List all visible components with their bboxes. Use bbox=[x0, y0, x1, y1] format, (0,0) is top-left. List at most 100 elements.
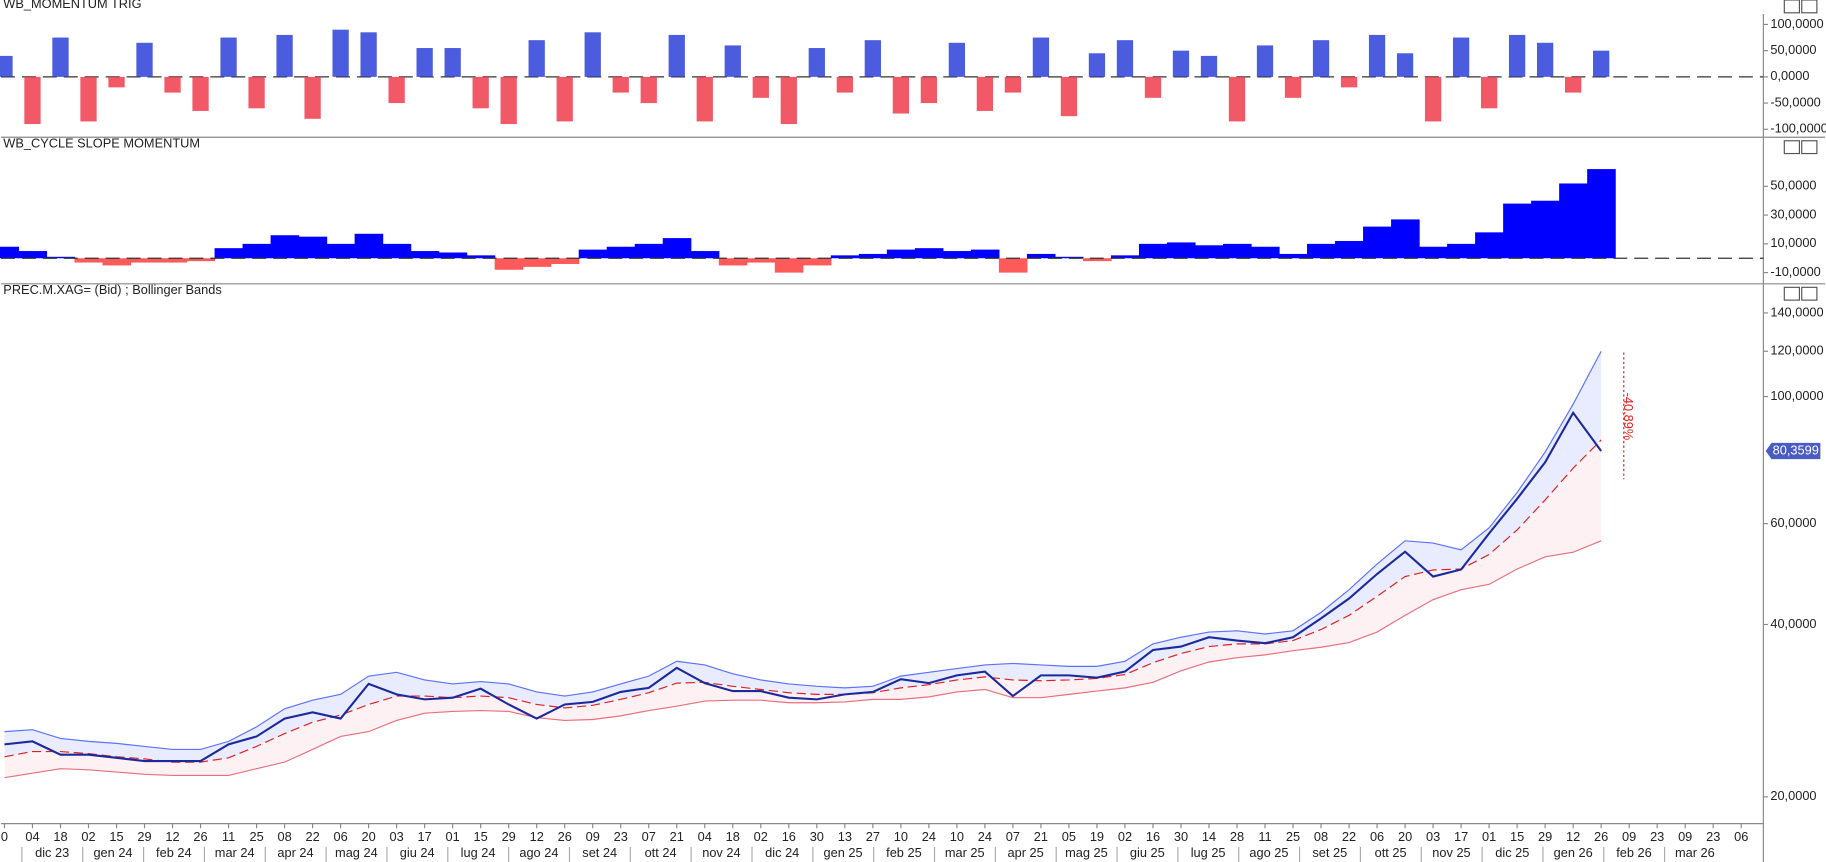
momentum-bar bbox=[136, 42, 153, 77]
x-tick-label: 23 bbox=[614, 829, 628, 844]
maximize-button[interactable] bbox=[1783, 140, 1801, 155]
slope-area bbox=[746, 258, 776, 263]
slope-area bbox=[1251, 246, 1280, 259]
x-tick-label: 07 bbox=[642, 829, 656, 844]
momentum-bar bbox=[1508, 34, 1526, 77]
slope-area bbox=[1531, 200, 1560, 259]
x-tick-label: 13 bbox=[838, 829, 852, 844]
x-tick-label: 02 bbox=[81, 829, 95, 844]
series-line bbox=[4, 439, 1602, 763]
momentum-bar bbox=[584, 32, 601, 77]
x-tick-label: 05 bbox=[1062, 829, 1076, 844]
x-tick-label: 28 bbox=[1230, 829, 1244, 844]
x-tick-label: 07 bbox=[1006, 829, 1020, 844]
x-tick-label: 25 bbox=[249, 829, 263, 844]
slope-area bbox=[690, 251, 720, 259]
y-tick-label: -50,0000 bbox=[1770, 94, 1820, 109]
momentum-bar bbox=[1200, 55, 1218, 77]
month-label: set 25 bbox=[1312, 845, 1347, 860]
slope-area bbox=[998, 258, 1028, 273]
momentum-bar bbox=[1536, 42, 1554, 77]
momentum-bar bbox=[1452, 37, 1470, 77]
momentum-bar bbox=[304, 76, 321, 119]
y-tick-label: 60,0000 bbox=[1770, 515, 1816, 530]
momentum-bar bbox=[472, 76, 489, 109]
y-tick-label: 120,0000 bbox=[1770, 343, 1823, 358]
momentum-bar bbox=[1060, 76, 1078, 117]
month-label: apr 25 bbox=[1007, 845, 1043, 860]
momentum-bar bbox=[388, 76, 405, 104]
momentum-bar bbox=[1284, 76, 1302, 98]
month-label: ago 24 bbox=[519, 845, 558, 860]
band-fill bbox=[4, 439, 1602, 778]
x-tick-label: 22 bbox=[1342, 829, 1356, 844]
month-label: apr 24 bbox=[277, 845, 313, 860]
momentum-bar bbox=[1032, 37, 1050, 77]
slope-area bbox=[1419, 246, 1448, 259]
slope-area bbox=[1335, 240, 1364, 259]
x-tick-label: 27 bbox=[866, 829, 880, 844]
x-tick-label: 06 bbox=[334, 829, 348, 844]
x-tick-label: 15 bbox=[1510, 829, 1524, 844]
slope-area bbox=[1054, 256, 1084, 259]
close-button[interactable] bbox=[1801, 140, 1818, 155]
momentum-bar bbox=[332, 29, 349, 77]
close-button[interactable] bbox=[1801, 286, 1818, 301]
momentum-bar bbox=[1144, 76, 1162, 98]
slope-area bbox=[18, 251, 48, 259]
x-tick-label: 25 bbox=[1286, 829, 1300, 844]
momentum-bar bbox=[360, 32, 377, 77]
momentum-bar bbox=[892, 76, 909, 114]
momentum-bar bbox=[500, 76, 517, 125]
month-label: ago 25 bbox=[1249, 845, 1288, 860]
slope-area bbox=[1166, 242, 1196, 259]
month-label: mar 25 bbox=[945, 845, 985, 860]
momentum-bar bbox=[724, 45, 741, 77]
slope-area bbox=[858, 253, 888, 259]
momentum-bar bbox=[1228, 76, 1246, 122]
x-tick-label: 17 bbox=[418, 829, 432, 844]
x-tick-label: 06 bbox=[1734, 829, 1748, 844]
momentum-bar bbox=[752, 76, 769, 98]
month-label: nov 24 bbox=[702, 845, 740, 860]
slope-area bbox=[1194, 245, 1224, 259]
maximize-button[interactable] bbox=[1783, 0, 1801, 14]
momentum-bar bbox=[108, 76, 125, 88]
x-tick-label: 03 bbox=[1426, 829, 1440, 844]
momentum-bar bbox=[444, 48, 461, 77]
momentum-bar bbox=[192, 76, 209, 111]
month-label: mag 25 bbox=[1065, 845, 1108, 860]
x-tick-label: 26 bbox=[1594, 829, 1608, 844]
slope-area bbox=[914, 248, 944, 259]
slope-area bbox=[942, 251, 972, 259]
month-label: feb 26 bbox=[1616, 845, 1652, 860]
slope-area bbox=[1475, 232, 1504, 259]
momentum-bar bbox=[52, 37, 69, 77]
momentum-bar bbox=[1088, 53, 1106, 77]
month-label: dic 24 bbox=[765, 845, 799, 860]
momentum-bar bbox=[1172, 50, 1190, 77]
slope-area bbox=[158, 258, 188, 263]
close-button[interactable] bbox=[1801, 0, 1818, 14]
y-tick-label: -100,0000 bbox=[1770, 121, 1826, 136]
month-label: ott 24 bbox=[645, 845, 677, 860]
momentum-bar bbox=[1593, 50, 1610, 77]
x-tick-label: 12 bbox=[1566, 829, 1580, 844]
month-label: feb 25 bbox=[886, 845, 922, 860]
x-tick-label: 15 bbox=[109, 829, 123, 844]
panel-buttons[interactable] bbox=[1783, 0, 1818, 301]
x-tick-label: 18 bbox=[726, 829, 740, 844]
slope-area bbox=[130, 258, 160, 263]
slope-area bbox=[1082, 258, 1112, 262]
momentum-bar bbox=[864, 40, 881, 77]
slope-area bbox=[550, 258, 580, 264]
month-label: gen 26 bbox=[1554, 845, 1593, 860]
slope-area bbox=[46, 256, 76, 259]
slope-area bbox=[774, 258, 804, 273]
y-tick-label: -10,0000 bbox=[1770, 264, 1820, 279]
x-tick-label: 09 bbox=[1678, 829, 1692, 844]
series-line bbox=[4, 410, 1603, 763]
maximize-button[interactable] bbox=[1783, 286, 1801, 301]
momentum-bar bbox=[808, 48, 825, 77]
